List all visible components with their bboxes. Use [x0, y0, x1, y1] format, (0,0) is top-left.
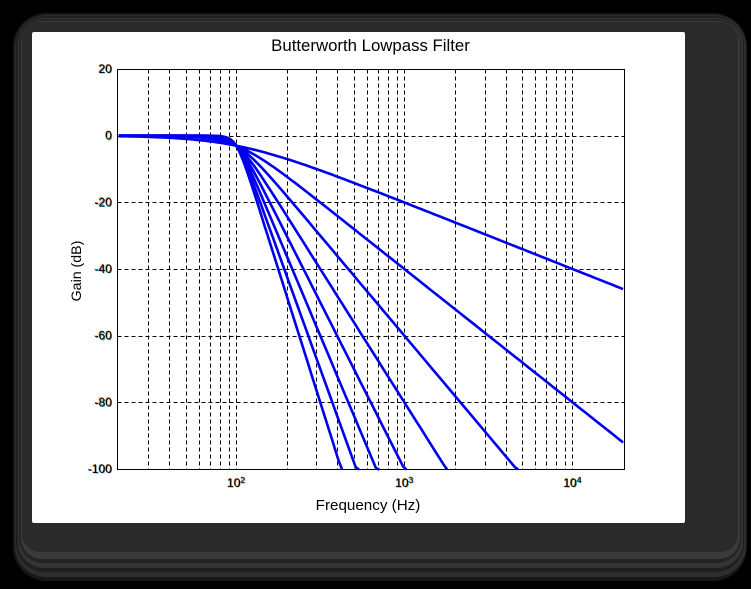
svg-text:20: 20 — [99, 62, 113, 76]
svg-text:0: 0 — [105, 129, 112, 143]
svg-text:-80: -80 — [95, 395, 113, 409]
svg-text:-40: -40 — [95, 262, 113, 276]
svg-text:Butterworth Lowpass Filter: Butterworth Lowpass Filter — [271, 36, 470, 55]
svg-text:Frequency (Hz): Frequency (Hz) — [316, 497, 421, 514]
svg-text:-20: -20 — [95, 195, 113, 209]
svg-text:102: 102 — [227, 475, 245, 490]
svg-text:104: 104 — [563, 475, 581, 490]
svg-text:-100: -100 — [88, 462, 112, 476]
svg-text:Gain (dB): Gain (dB) — [69, 241, 85, 302]
svg-text:-60: -60 — [95, 329, 113, 343]
svg-text:103: 103 — [395, 475, 413, 490]
